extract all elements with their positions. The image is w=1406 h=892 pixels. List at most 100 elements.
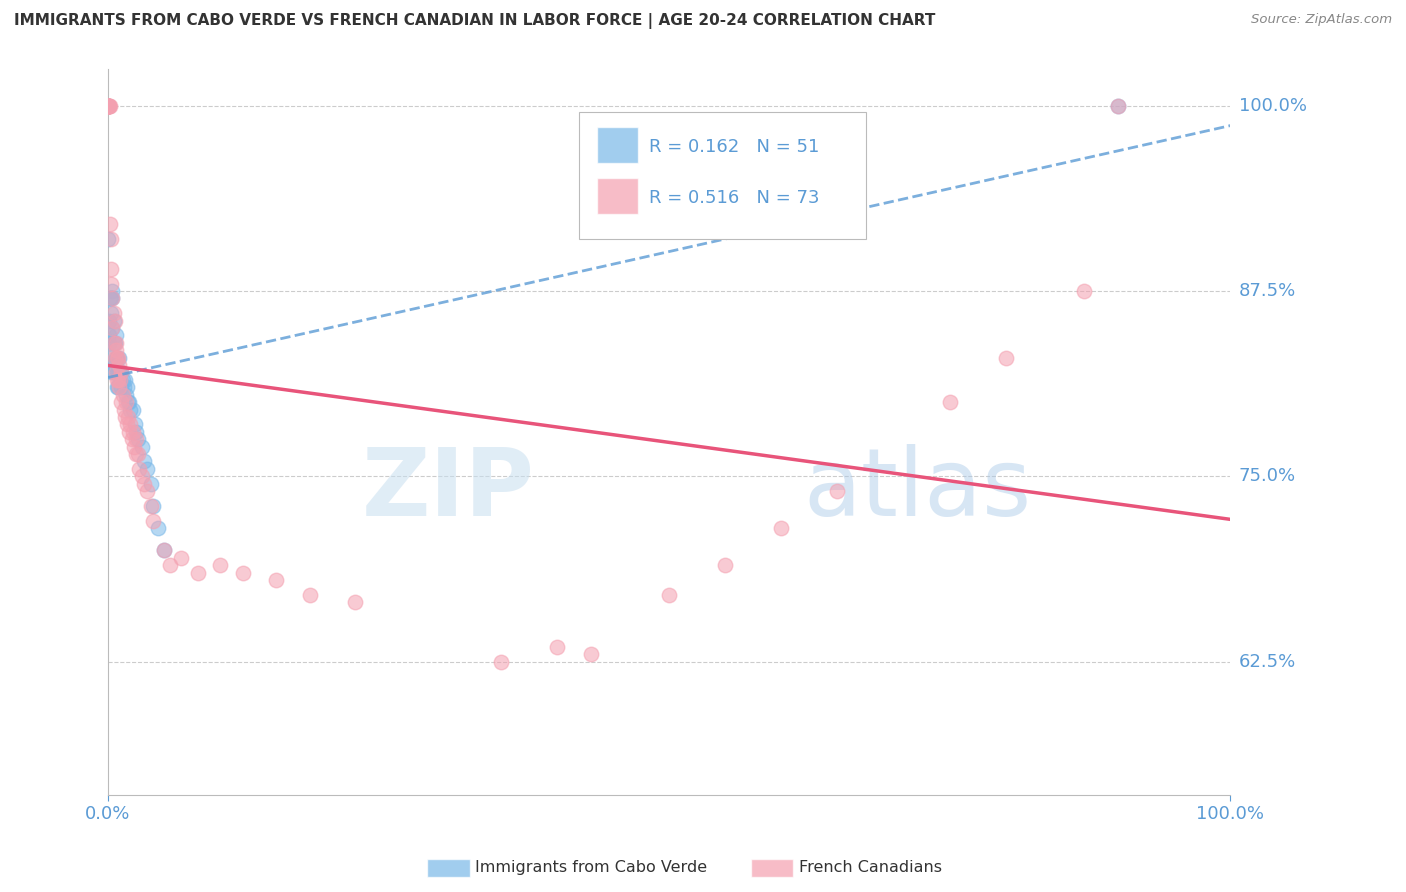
Point — [114, 409, 136, 424]
Point — [98, 98, 121, 112]
Point — [343, 595, 366, 609]
Text: 75.0%: 75.0% — [1239, 467, 1296, 485]
Point — [110, 366, 132, 380]
Point — [118, 395, 141, 409]
Point — [110, 373, 132, 387]
Point — [121, 402, 143, 417]
Point — [124, 417, 146, 432]
Point — [128, 462, 150, 476]
Point — [104, 343, 127, 358]
Point — [148, 521, 170, 535]
Point — [103, 306, 125, 320]
Point — [107, 380, 129, 394]
Point — [118, 425, 141, 439]
Text: Source: ZipAtlas.com: Source: ZipAtlas.com — [1251, 13, 1392, 27]
Point — [938, 395, 960, 409]
Point — [112, 402, 135, 417]
FancyBboxPatch shape — [598, 178, 638, 214]
Point — [714, 558, 737, 573]
Point — [100, 306, 122, 320]
Point — [125, 432, 148, 446]
Point — [111, 373, 134, 387]
Point — [131, 440, 153, 454]
Text: 62.5%: 62.5% — [1239, 653, 1296, 671]
Point — [1107, 98, 1129, 112]
Point — [108, 358, 131, 372]
Point — [98, 98, 121, 112]
Point — [153, 543, 176, 558]
Point — [142, 499, 165, 513]
FancyBboxPatch shape — [579, 112, 866, 239]
Point — [97, 98, 120, 112]
Point — [103, 335, 125, 350]
Point — [136, 462, 159, 476]
Point — [121, 432, 143, 446]
Point — [105, 373, 128, 387]
Point — [98, 328, 121, 343]
Point — [658, 588, 681, 602]
Point — [103, 335, 125, 350]
Point — [132, 454, 155, 468]
Point — [110, 366, 132, 380]
Point — [101, 321, 124, 335]
Text: IMMIGRANTS FROM CABO VERDE VS FRENCH CANADIAN IN LABOR FORCE | AGE 20-24 CORRELA: IMMIGRANTS FROM CABO VERDE VS FRENCH CAN… — [14, 13, 935, 29]
Point — [101, 284, 124, 298]
Point — [100, 232, 122, 246]
Point — [98, 98, 121, 112]
Point — [101, 291, 124, 305]
Point — [132, 476, 155, 491]
Point — [104, 335, 127, 350]
Point — [112, 380, 135, 394]
Point — [114, 373, 136, 387]
Point — [107, 366, 129, 380]
Point — [105, 380, 128, 394]
Point — [827, 484, 849, 499]
Point — [98, 351, 121, 365]
Point — [170, 550, 193, 565]
Point — [579, 647, 602, 661]
Point — [105, 351, 128, 365]
Point — [1107, 98, 1129, 112]
Point — [105, 351, 128, 365]
Point — [115, 380, 138, 394]
Point — [120, 402, 142, 417]
Point — [127, 447, 149, 461]
Point — [115, 395, 138, 409]
Point — [97, 98, 120, 112]
Point — [117, 395, 139, 409]
Point — [107, 373, 129, 387]
Point — [101, 291, 124, 305]
Point — [110, 366, 132, 380]
Point — [97, 98, 120, 112]
Point — [104, 351, 127, 365]
Text: 100.0%: 100.0% — [1239, 96, 1306, 114]
Text: 87.5%: 87.5% — [1239, 282, 1296, 300]
Point — [117, 409, 139, 424]
Point — [100, 277, 122, 291]
Text: French Canadians: French Canadians — [799, 861, 942, 875]
Point — [125, 425, 148, 439]
Point — [122, 440, 145, 454]
Point — [98, 313, 121, 327]
Point — [111, 388, 134, 402]
Point — [1073, 284, 1095, 298]
Point — [209, 558, 232, 573]
Point — [110, 373, 132, 387]
Point — [994, 351, 1017, 365]
Point — [107, 351, 129, 365]
Point — [108, 380, 131, 394]
Point — [298, 588, 321, 602]
Point — [104, 335, 127, 350]
Point — [139, 499, 162, 513]
Point — [110, 380, 132, 394]
Point — [232, 566, 254, 580]
Point — [125, 447, 148, 461]
Point — [97, 98, 120, 112]
Point — [104, 351, 127, 365]
Text: R = 0.162   N = 51: R = 0.162 N = 51 — [650, 138, 820, 156]
Point — [104, 328, 127, 343]
Text: atlas: atlas — [804, 444, 1032, 536]
Point — [97, 232, 120, 246]
Point — [103, 366, 125, 380]
Text: Immigrants from Cabo Verde: Immigrants from Cabo Verde — [475, 861, 707, 875]
